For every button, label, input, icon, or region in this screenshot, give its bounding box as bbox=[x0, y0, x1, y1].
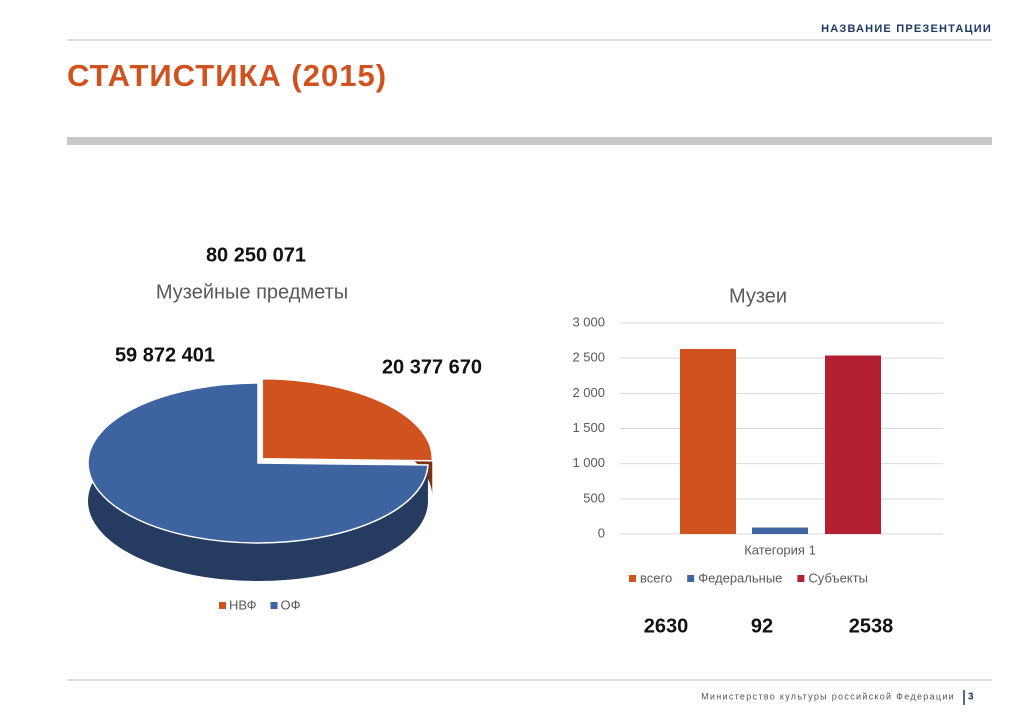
chart-title: Музеи bbox=[729, 285, 787, 307]
title-bar bbox=[67, 137, 992, 145]
legend-label: Федеральные bbox=[698, 570, 782, 585]
y-tick-label: 500 bbox=[583, 490, 605, 505]
header: НАЗВАНИЕ ПРЕЗЕНТАЦИИ bbox=[821, 23, 992, 35]
slide-title: СТАТИСТИКА (2015) bbox=[67, 58, 387, 93]
legend-swatch bbox=[687, 575, 695, 582]
y-tick-label: 3 000 bbox=[572, 314, 605, 329]
pie-slice bbox=[87, 382, 429, 544]
page-number: 3 bbox=[968, 692, 974, 703]
chart-title: Музейные предметы bbox=[156, 281, 348, 303]
data-label: 2538 bbox=[849, 615, 894, 637]
legend-swatch bbox=[270, 602, 278, 609]
y-tick-label: 0 bbox=[598, 525, 605, 540]
bar bbox=[825, 355, 881, 534]
y-tick-label: 2 000 bbox=[572, 385, 605, 400]
y-tick-label: 2 500 bbox=[572, 350, 605, 365]
legend-label: ОФ bbox=[281, 597, 301, 612]
legend-swatch bbox=[797, 575, 805, 582]
legend-swatch bbox=[629, 575, 636, 582]
legend-label: Субъекты bbox=[808, 570, 868, 585]
legend-swatch bbox=[219, 602, 226, 609]
data-label: 92 bbox=[751, 615, 773, 637]
pie-annotation: 80 250 071 bbox=[206, 244, 306, 266]
footer: Министерство культуры российской Федерац… bbox=[701, 691, 955, 701]
pie-slice bbox=[261, 378, 433, 462]
data-label: 59 872 401 bbox=[115, 344, 215, 366]
y-tick-label: 1 500 bbox=[572, 420, 605, 435]
y-tick-label: 1 000 bbox=[572, 455, 605, 470]
x-tick-label: Категория 1 bbox=[744, 542, 816, 557]
bar bbox=[752, 527, 808, 534]
data-label: 2630 bbox=[644, 615, 689, 637]
legend-label: всего bbox=[640, 570, 672, 585]
bar bbox=[680, 349, 736, 534]
data-label: 20 377 670 bbox=[382, 356, 482, 378]
legend-label: НВФ bbox=[229, 597, 257, 612]
